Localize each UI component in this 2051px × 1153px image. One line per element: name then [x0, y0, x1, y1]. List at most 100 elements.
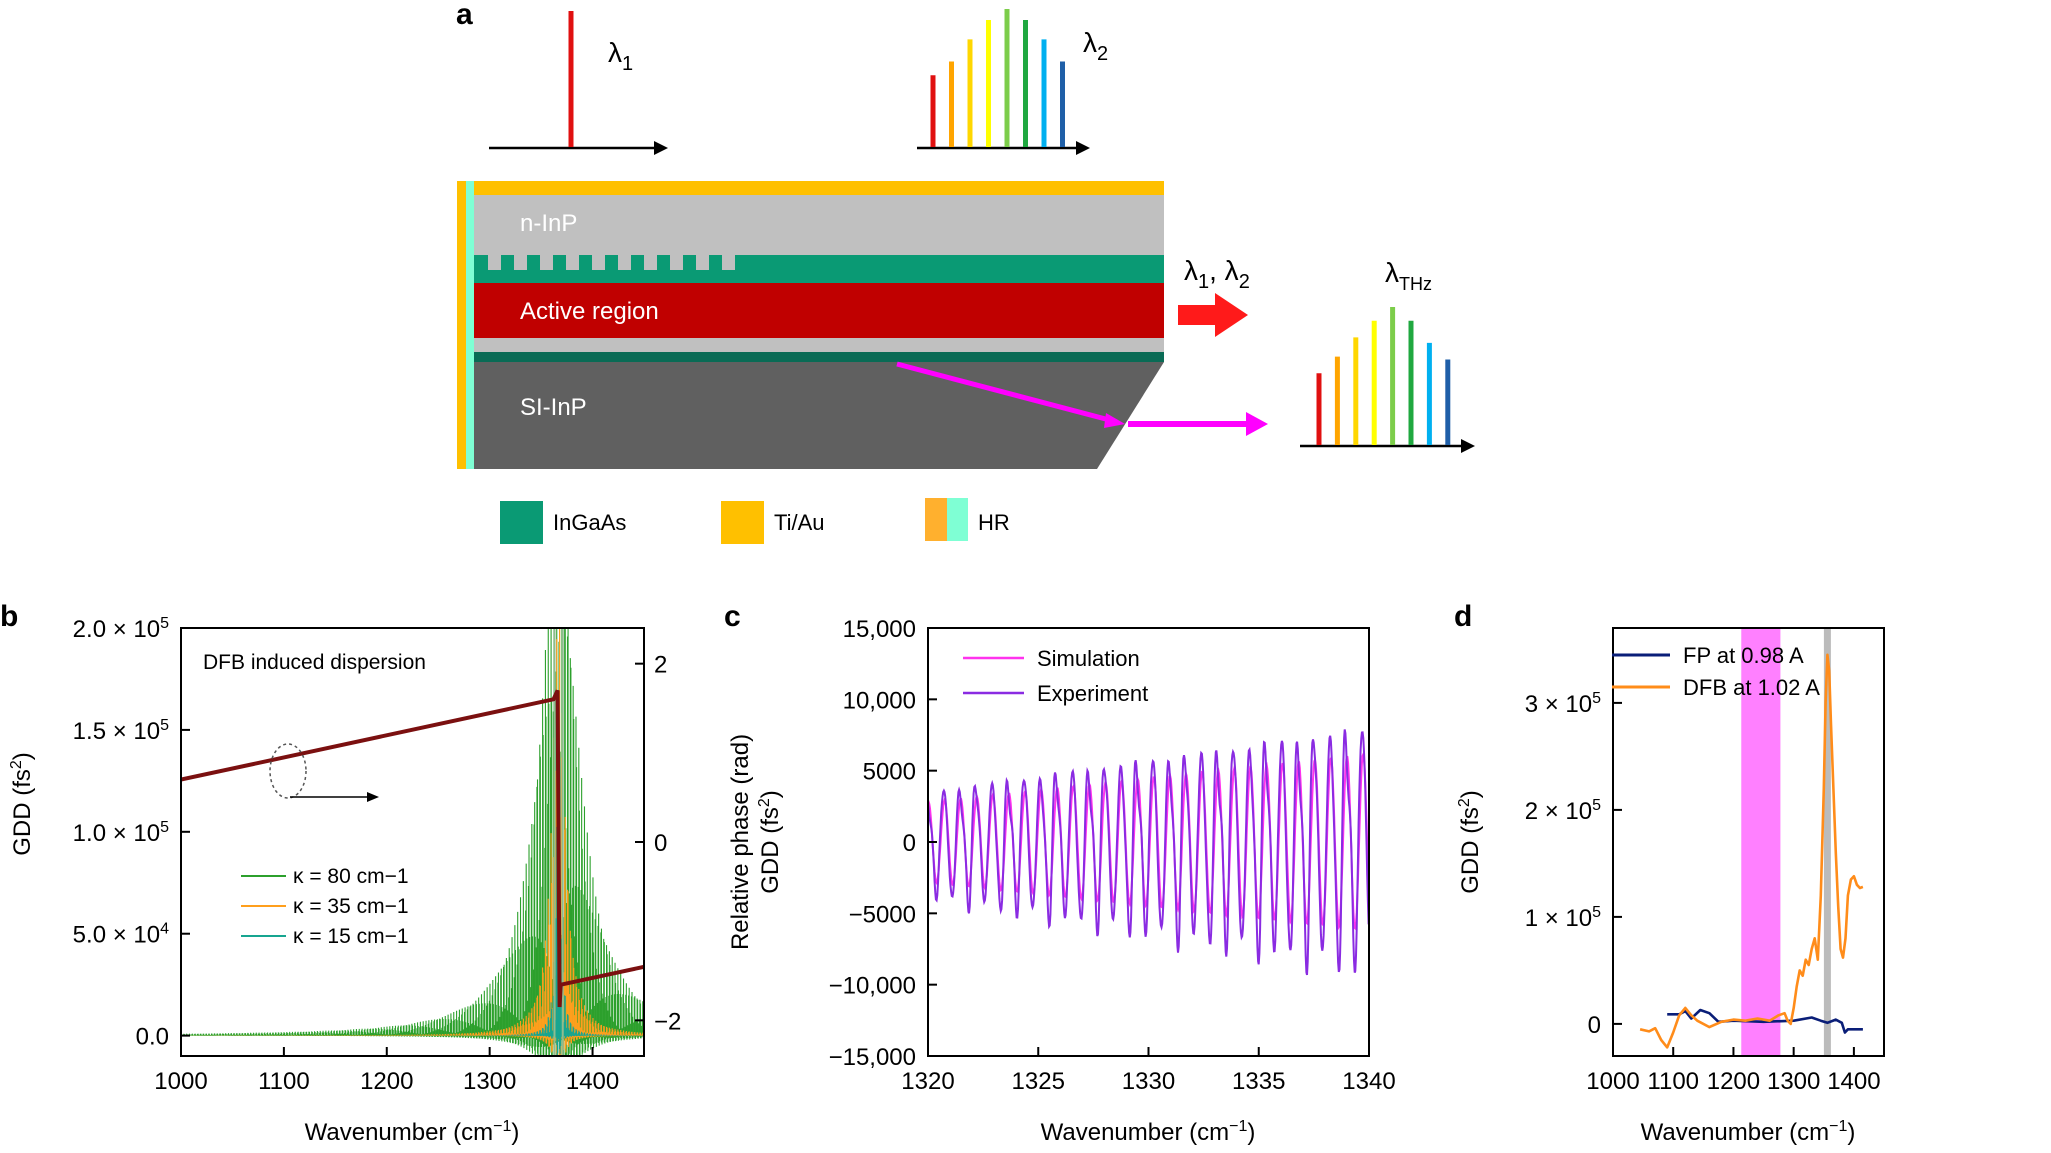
- panel-d-label: d: [1454, 600, 1472, 633]
- panel-b-legend: κ = 80 cm−1 κ = 35 cm−1 κ = 15 cm−1: [241, 865, 409, 948]
- x-tick-label: 1335: [1232, 1068, 1285, 1095]
- lambda12-label: λ1, λ2: [1184, 255, 1250, 293]
- panel-b-annotation: DFB induced dispersion: [203, 651, 426, 674]
- y2-tick-label: 2: [654, 652, 667, 679]
- legend-hr-swatch-dielectric: [947, 498, 968, 541]
- panel-d-axes: 1000 1100 1200 1300 1400 0 1 × 105 2 × 105 3 × 1…: [1525, 690, 1881, 1095]
- y-tick-label: 0.0: [136, 1024, 169, 1051]
- y-tick-label-exp: 5: [160, 819, 169, 836]
- tiau-contact-layer: [474, 181, 1164, 195]
- x-tick-label: 1000: [154, 1068, 207, 1095]
- grating-tooth: [514, 255, 527, 270]
- spacer-layer: [474, 338, 1164, 352]
- lambda1-label: λ1: [608, 37, 633, 75]
- lambda1-axis-arrowhead: [654, 141, 668, 155]
- grating-tooth: [488, 255, 501, 270]
- legend-label: κ = 35 cm−1: [293, 895, 409, 918]
- panel-d-xlabel: Wavenumber (cm−1): [1641, 1118, 1856, 1146]
- grating-tooth: [566, 255, 579, 270]
- y-tick-label-exp: 5: [1592, 904, 1601, 921]
- x-tick-label: 1100: [258, 1068, 310, 1095]
- legend-hr-label: HR: [978, 510, 1010, 535]
- thz-internal-path: [896, 361, 1118, 425]
- panel-a-label: a: [456, 0, 473, 31]
- n-inp-layer: [474, 195, 1164, 255]
- legend-label: DFB at 1.02 A: [1683, 675, 1820, 700]
- x-tick-label: 1400: [566, 1068, 619, 1095]
- y2-tick-label: 0: [654, 830, 667, 857]
- y-tick-label: 15,000: [843, 616, 916, 643]
- output-red-arrow: [1178, 293, 1248, 337]
- lambda-thz-label: λTHz: [1385, 257, 1432, 294]
- panel-b-dfb-dispersion: b 1000 1100 1200 1300 1400 0.0 5.0 × 104 1.0 × …: [0, 600, 682, 1146]
- x-tick-label: 1200: [360, 1068, 413, 1095]
- legend-label: Simulation: [1037, 646, 1140, 671]
- legend-ingaas-label: InGaAs: [553, 510, 626, 535]
- y-tick-label: 1.0 × 105: [73, 819, 169, 847]
- panel-b-xlabel: Wavenumber (cm−1): [305, 1118, 520, 1146]
- grating-tooth: [696, 255, 709, 270]
- panel-b-plot-area: [181, 628, 644, 1056]
- thz-axis-arrowhead: [1461, 439, 1475, 453]
- y-tick-label: 1 × 105: [1525, 904, 1601, 932]
- grating-tooth: [670, 255, 683, 270]
- y-tick-label: −15,000: [829, 1044, 916, 1071]
- panel-d-fp-vs-dfb: d 1000 1100 1200 1300 1400 0 1 × 105 2 × 105 3 ×…: [1454, 600, 1885, 1146]
- gdd-series-kappa-35: [181, 628, 644, 1056]
- hr-coating-gold: [457, 181, 466, 469]
- active-region-layer: [474, 283, 1164, 338]
- panel-c-axes: 1320 1325 1330 1335 1340 15,000 10,000 5000 0 −50…: [829, 616, 1396, 1095]
- panel-d-ylabel: GDD (fs2): [1456, 790, 1484, 894]
- grating-tooth: [618, 255, 631, 270]
- y-tick-label: 2.0 × 105: [73, 615, 169, 643]
- grating-tooth: [644, 255, 657, 270]
- legend-tiau-label: Ti/Au: [774, 510, 825, 535]
- legend-label: Experiment: [1037, 681, 1148, 706]
- legend-label: FP at 0.98 A: [1683, 643, 1804, 668]
- y-tick-label: −10,000: [829, 973, 916, 1000]
- legend-label: κ = 15 cm−1: [293, 925, 409, 948]
- y-tick-label: 3 × 105: [1525, 690, 1601, 718]
- bottom-ingaas-layer: [474, 352, 1164, 362]
- panel-c-ylabel: GDD (fs2): [756, 790, 784, 894]
- panel-d-plot-area: [1639, 628, 1864, 1056]
- panel-c-plot-area: [928, 729, 1369, 976]
- panel-c-legend: Simulation Experiment: [963, 646, 1148, 706]
- y-tick-label: 0: [903, 830, 916, 857]
- right-axis-pointer-head: [367, 792, 379, 802]
- x-tick-label: 1320: [901, 1068, 954, 1095]
- thz-internal-arrowhead: [1104, 413, 1125, 428]
- y-tick-label: 0: [1588, 1012, 1601, 1039]
- panel-b-label: b: [0, 600, 18, 633]
- x-tick-label: 1100: [1647, 1068, 1699, 1095]
- grating-tooth: [540, 255, 553, 270]
- y-tick-label-exp: 5: [160, 615, 169, 632]
- legend-tiau-swatch: [721, 501, 764, 544]
- n-inp-label: n-InP: [520, 210, 577, 237]
- y-tick-label: 5000: [863, 759, 916, 786]
- y-tick-label-exp: 4: [160, 921, 169, 938]
- y-tick-label: 1.5 × 105: [73, 717, 169, 745]
- thz-comb: [1316, 307, 1451, 445]
- panel-b-axes: 1000 1100 1200 1300 1400 0.0 5.0 × 104 1.0 × 10…: [73, 615, 682, 1095]
- phase-curve-indicator: [269, 743, 307, 799]
- lambda2-label: λ2: [1083, 27, 1108, 65]
- active-region-label: Active region: [520, 298, 659, 325]
- panel-d-legend: FP at 0.98 A DFB at 1.02 A: [1612, 643, 1820, 700]
- panel-c-gdd-comparison: c 1320 1325 1330 1335 1340 15,000 10,000 5000 0 −…: [724, 600, 1396, 1146]
- dfb-grating: [488, 255, 735, 270]
- legend-label: κ = 80 cm−1: [293, 865, 409, 888]
- y-tick-label-exp: 5: [1592, 797, 1601, 814]
- x-tick-label: 1330: [1122, 1068, 1175, 1095]
- x-tick-label: 1340: [1342, 1068, 1395, 1095]
- si-inp-label: SI-InP: [520, 394, 587, 421]
- y-tick-label-exp: 5: [1592, 690, 1601, 707]
- phase-series-line: [181, 689, 644, 1008]
- thz-output-arrowhead: [1246, 412, 1268, 436]
- highlight-band: [1741, 628, 1781, 1056]
- panel-c-ylabel-top: Relative phase (rad): [727, 734, 754, 950]
- ingaas-grating-layer: [474, 255, 1164, 283]
- series-line: [1639, 653, 1864, 1049]
- hr-coating-dielectric: [466, 181, 474, 469]
